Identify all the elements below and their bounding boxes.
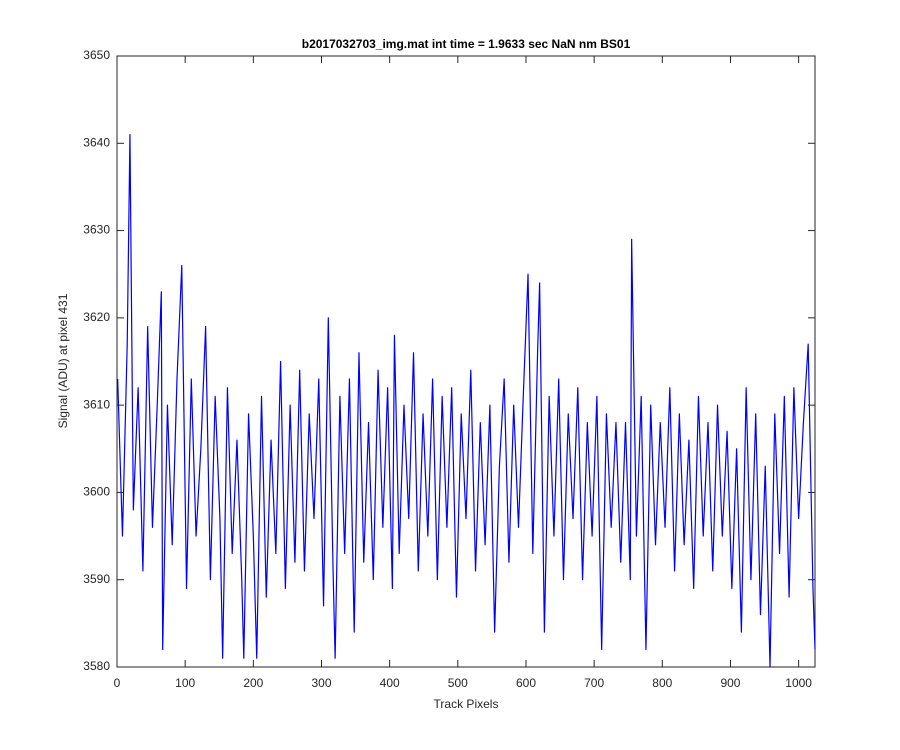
x-tick-label: 300 (311, 676, 331, 690)
y-tick-label: 3620 (83, 310, 110, 324)
y-tick-label: 3600 (83, 485, 110, 499)
x-tick-label: 400 (380, 676, 400, 690)
y-axis-label: Signal (ADU) at pixel 431 (56, 293, 70, 428)
x-tick-label: 600 (516, 676, 536, 690)
x-tick-label: 900 (720, 676, 740, 690)
x-tick-label: 0 (114, 676, 121, 690)
y-tick-label: 3640 (83, 135, 110, 149)
x-tick-label: 500 (448, 676, 468, 690)
x-tick-label: 200 (243, 676, 263, 690)
x-tick-label: 1000 (785, 676, 812, 690)
chart-title: b2017032703_img.mat int time = 1.9633 se… (302, 37, 631, 51)
data-line (117, 133, 816, 668)
y-tick-label: 3650 (83, 48, 110, 62)
y-tick-label: 3580 (83, 659, 110, 673)
plot-frame (116, 55, 816, 668)
x-tick-label: 800 (652, 676, 672, 690)
x-tick-label: 700 (584, 676, 604, 690)
x-tick-label: 100 (175, 676, 195, 690)
y-tick-label: 3610 (83, 397, 110, 411)
y-tick-label: 3630 (83, 223, 110, 237)
x-axis-label: Track Pixels (434, 697, 499, 711)
y-tick-label: 3590 (83, 572, 110, 586)
